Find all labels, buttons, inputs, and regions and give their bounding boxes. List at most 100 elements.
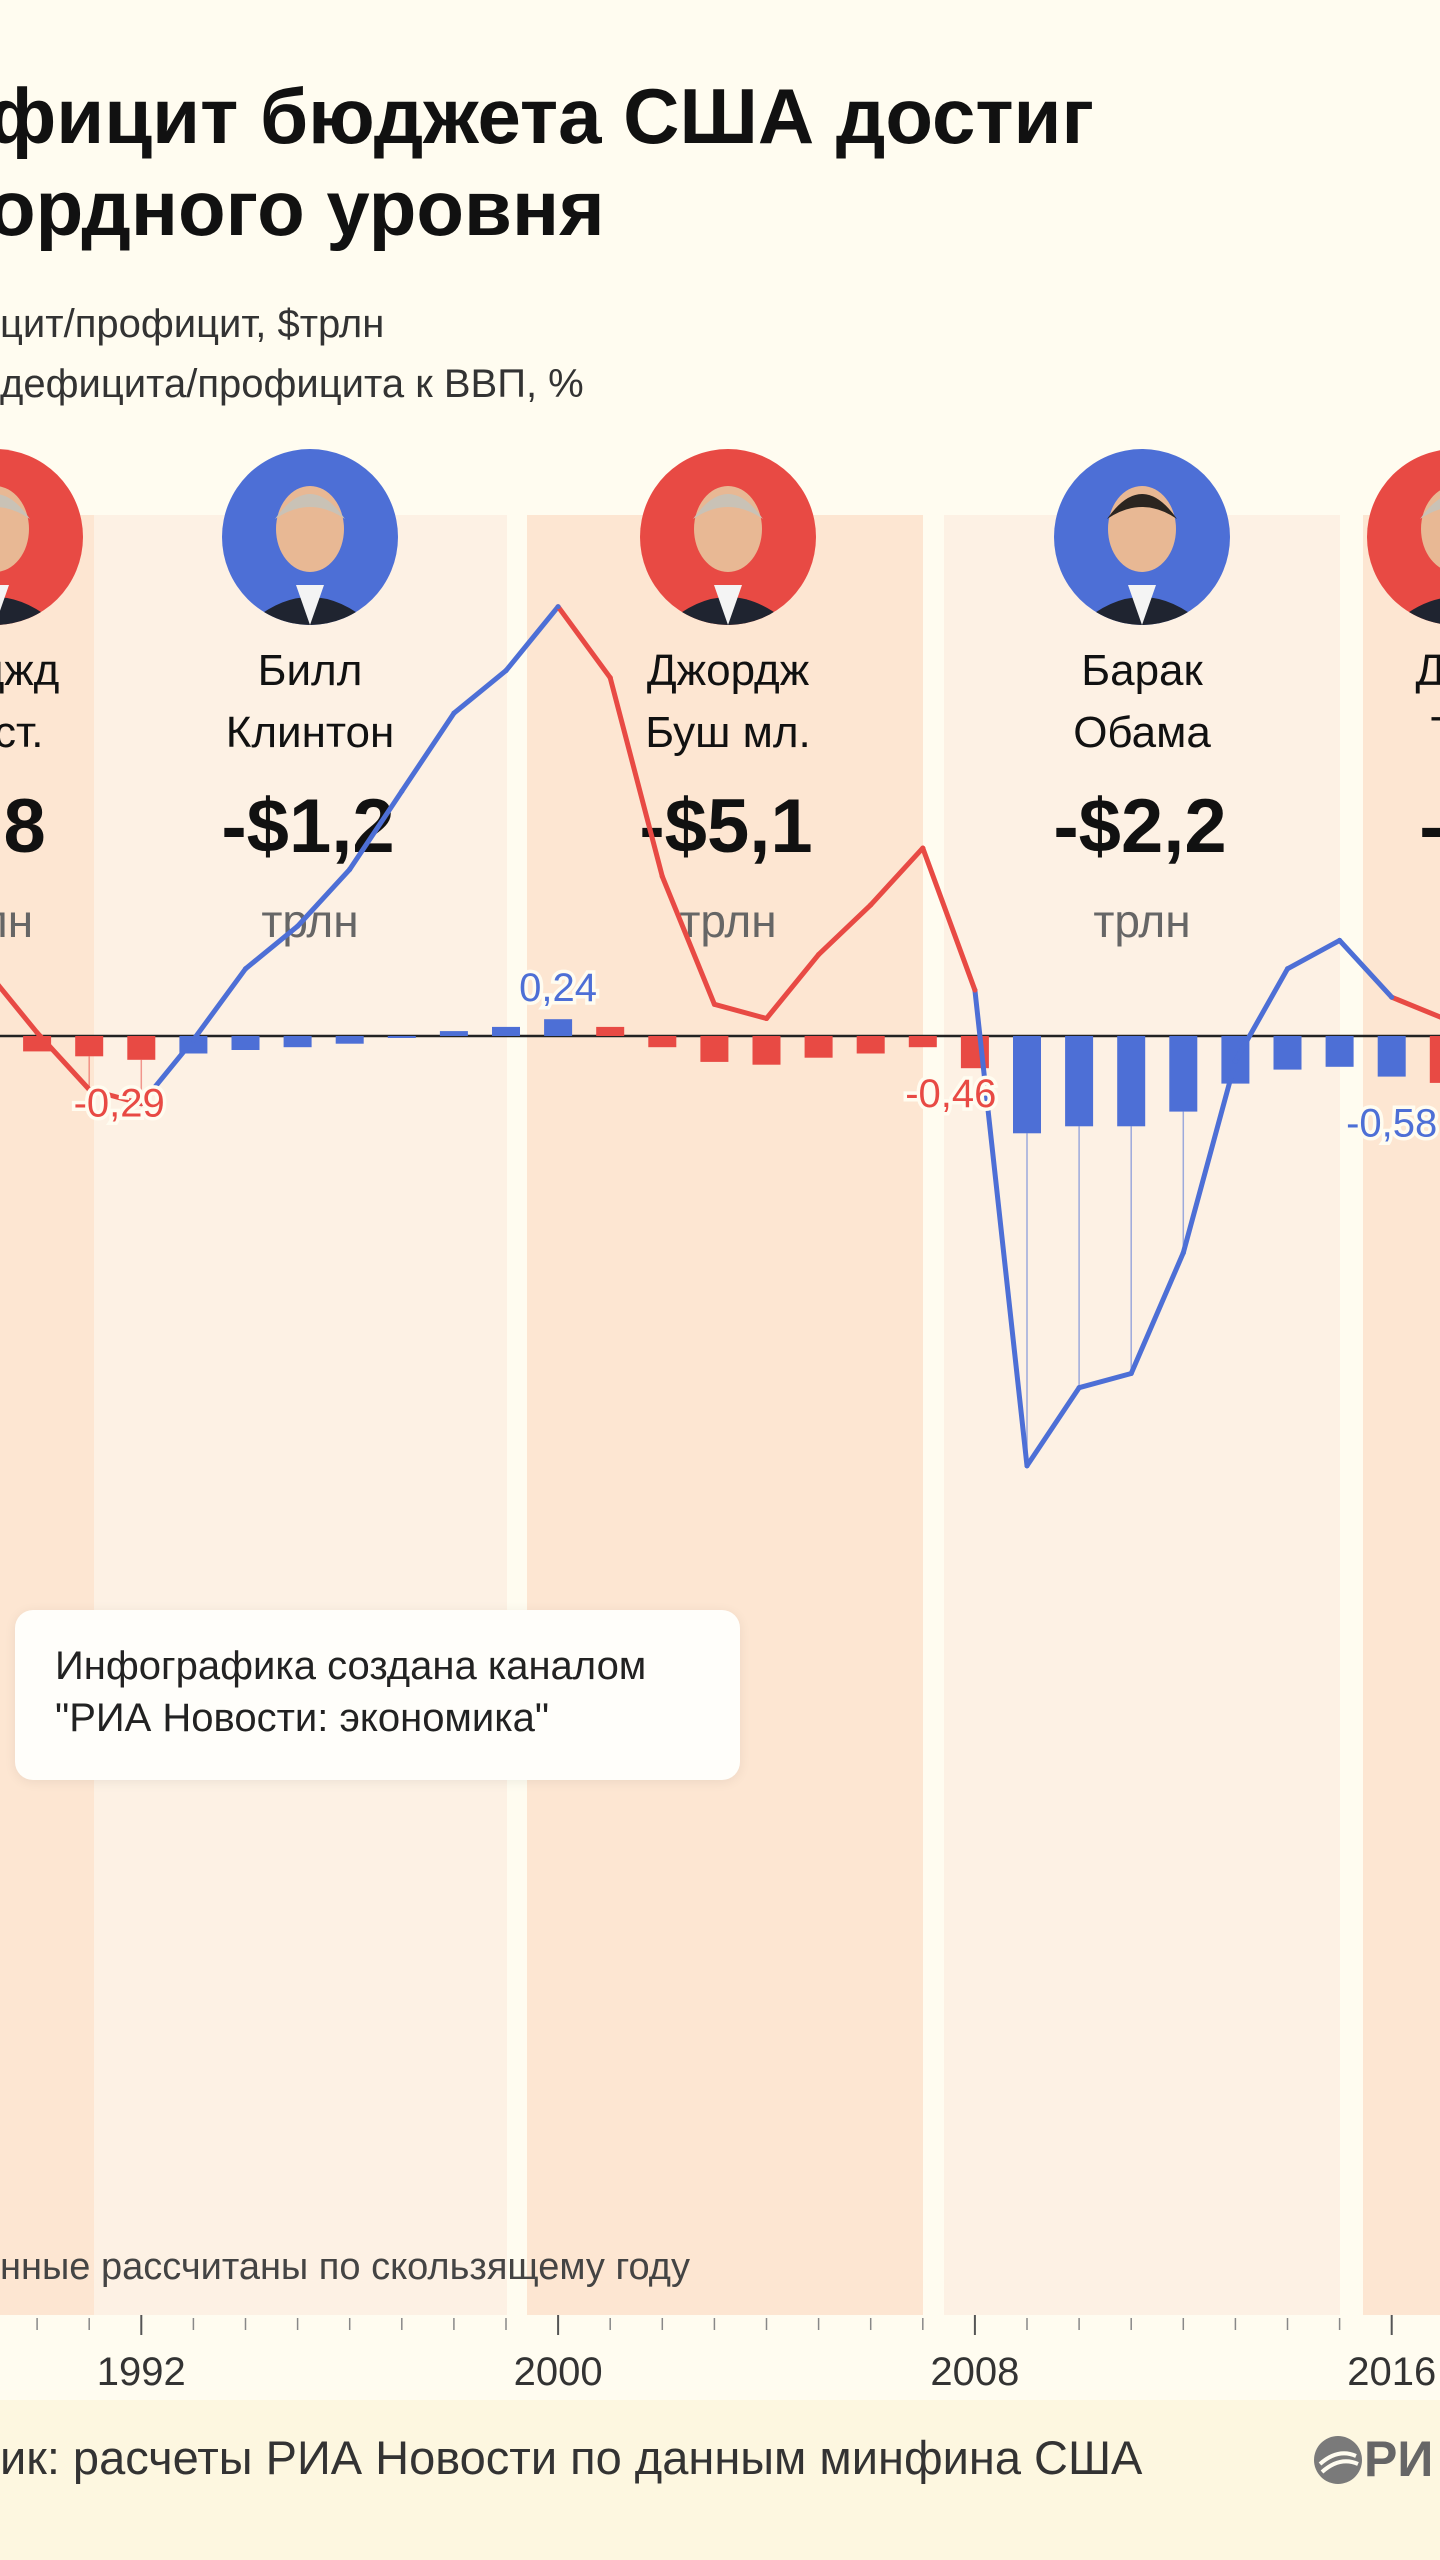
gdp-line-segment-2003 <box>711 1001 769 1021</box>
bar-2003 <box>700 1036 729 1062</box>
portrait-circle <box>1367 450 1440 624</box>
portrait-figure <box>235 486 385 625</box>
portrait-suit <box>1380 597 1440 625</box>
gdp-line-segment-1996 <box>347 788 405 872</box>
bar-2012 <box>1169 1036 1198 1112</box>
x-tick-label-2016: 2016 <box>1347 2350 1436 2394</box>
x-tick-label-2000: 2000 <box>514 2350 603 2394</box>
bar-2006 <box>856 1036 885 1054</box>
portrait-figure <box>1380 486 1440 625</box>
gdp-line-segment-2006 <box>868 845 926 908</box>
gdp-line-segment-1992 <box>138 1037 196 1107</box>
president-last-name: ш ст. <box>0 708 44 757</box>
president-last-name: Клинтон <box>226 708 395 757</box>
president-first-name: Дон <box>1415 646 1440 695</box>
gdp-line-segment-2009 <box>1024 1385 1082 1469</box>
president-captions: орджд ш ст. 0,8 рлн Билл Клинтон -$1,2 трлн Джор… <box>0 646 1440 947</box>
president-deficit-unit: трлн <box>261 895 358 947</box>
source-line: ик: расчеты РИА Новости по данным минфин… <box>0 2431 1143 2484</box>
gdp-line-segment-2004 <box>764 952 822 1021</box>
gdp-point-1998 <box>451 710 457 716</box>
gdp-line-segment-2002 <box>659 874 717 1007</box>
president-first-name: Джордж <box>647 646 810 695</box>
bar-1999 <box>492 1026 520 1036</box>
gdp-point-1997 <box>399 788 405 794</box>
president-last-name: Обама <box>1073 708 1211 757</box>
data-label-2007: -0,46 <box>905 1072 996 1116</box>
gdp-line-segment-2010 <box>1076 1371 1134 1391</box>
gdp-point-1996 <box>347 866 353 872</box>
gdp-line-segment-2001 <box>607 675 665 879</box>
bar-2004 <box>752 1036 781 1065</box>
gdp-point-2004 <box>764 1016 769 1021</box>
legend-line: дефицита/профицита к ВВП, % <box>0 362 584 406</box>
gdp-point-2015 <box>1337 937 1343 943</box>
portrait-figure <box>1067 486 1217 625</box>
data-label-1991: -0,29 <box>74 1081 165 1125</box>
bar-1991 <box>75 1036 104 1057</box>
data-label-2000: 0,24 <box>519 966 597 1010</box>
bar-2014 <box>1273 1036 1302 1070</box>
x-axis-ticks: 1992 2000 2008 2016 <box>36 2315 1436 2394</box>
note-line-1: Инфографика создана каналом <box>55 1644 647 1688</box>
gdp-line-segment-1991 <box>86 1087 144 1107</box>
data-labels: -0,29 0,24 -0,46 -0,58 <box>70 963 1440 1149</box>
bar-1997 <box>387 1036 416 1038</box>
gdp-point-2013 <box>1232 1058 1238 1064</box>
gdp-line-series <box>0 604 1440 1469</box>
presidency-band-3 <box>944 515 1340 2315</box>
portrait-shirt <box>714 585 742 625</box>
president-deficit-total: -$ <box>1419 784 1440 869</box>
gdp-line-segment-2014 <box>1285 937 1343 972</box>
gdp-point-2006 <box>868 902 874 908</box>
gdp-line-segment-1998 <box>451 668 509 716</box>
presidency-band-0 <box>0 515 94 2315</box>
gdp-line-segment-2007 <box>920 845 978 993</box>
president-deficit-unit: рлн <box>0 895 33 947</box>
bar-2017 <box>1429 1036 1440 1083</box>
president-first-name: орджд <box>0 646 59 695</box>
president-deficit-total: -$1,2 <box>221 784 394 869</box>
portrait-circle <box>0 449 83 625</box>
gdp-point-2016 <box>1389 994 1395 1000</box>
gdp-line-segment-1993 <box>190 966 248 1043</box>
gdp-point-2012 <box>1180 1250 1186 1256</box>
bar-2001 <box>596 1026 625 1036</box>
portrait-bill-clinton <box>222 449 398 625</box>
president-portraits <box>0 449 1440 625</box>
x-tick-label-2008: 2008 <box>930 2350 1019 2394</box>
portrait-hair <box>275 494 345 519</box>
portrait-suit <box>0 597 70 625</box>
portrait-donald-trump <box>1367 450 1440 625</box>
bar-2015 <box>1325 1036 1354 1067</box>
gdp-line-segment-1995 <box>295 866 353 929</box>
gdp-line-segment-2015 <box>1337 937 1395 1000</box>
gdp-line-segment-1994 <box>243 923 301 972</box>
portrait-hair <box>693 494 763 519</box>
gdp-point-1991 <box>86 1087 92 1092</box>
gdp-point-1995 <box>295 923 301 929</box>
presidency-bands <box>0 515 1440 2315</box>
drop-lines <box>88 1056 1185 1466</box>
bar-2007 <box>908 1036 937 1048</box>
gdp-point-2011 <box>1128 1371 1134 1376</box>
bar-1994 <box>231 1036 260 1050</box>
bar-2000 <box>544 1019 573 1036</box>
president-deficit-total: -$2,2 <box>1053 784 1226 869</box>
gdp-line-segment-2000 <box>555 604 613 681</box>
bar-1998 <box>439 1031 468 1036</box>
bar-2009 <box>1013 1036 1041 1134</box>
president-first-name: Барак <box>1081 646 1203 695</box>
gdp-point-2014 <box>1285 966 1290 972</box>
gdp-point-2001 <box>607 675 613 681</box>
gdp-line-segment-2012 <box>1180 1058 1238 1256</box>
gdp-line-segment-1989 <box>0 983 40 1036</box>
data-label-2016: -0,58 <box>1346 1102 1437 1146</box>
bar-2016 <box>1377 1036 1406 1077</box>
gdp-point-2008 <box>972 987 978 993</box>
gdp-point-2003 <box>711 1001 717 1007</box>
bar-2002 <box>648 1036 677 1048</box>
bar-1996 <box>335 1036 364 1044</box>
gdp-point-2010 <box>1076 1385 1082 1391</box>
gdp-line-segment-2005 <box>816 902 874 958</box>
